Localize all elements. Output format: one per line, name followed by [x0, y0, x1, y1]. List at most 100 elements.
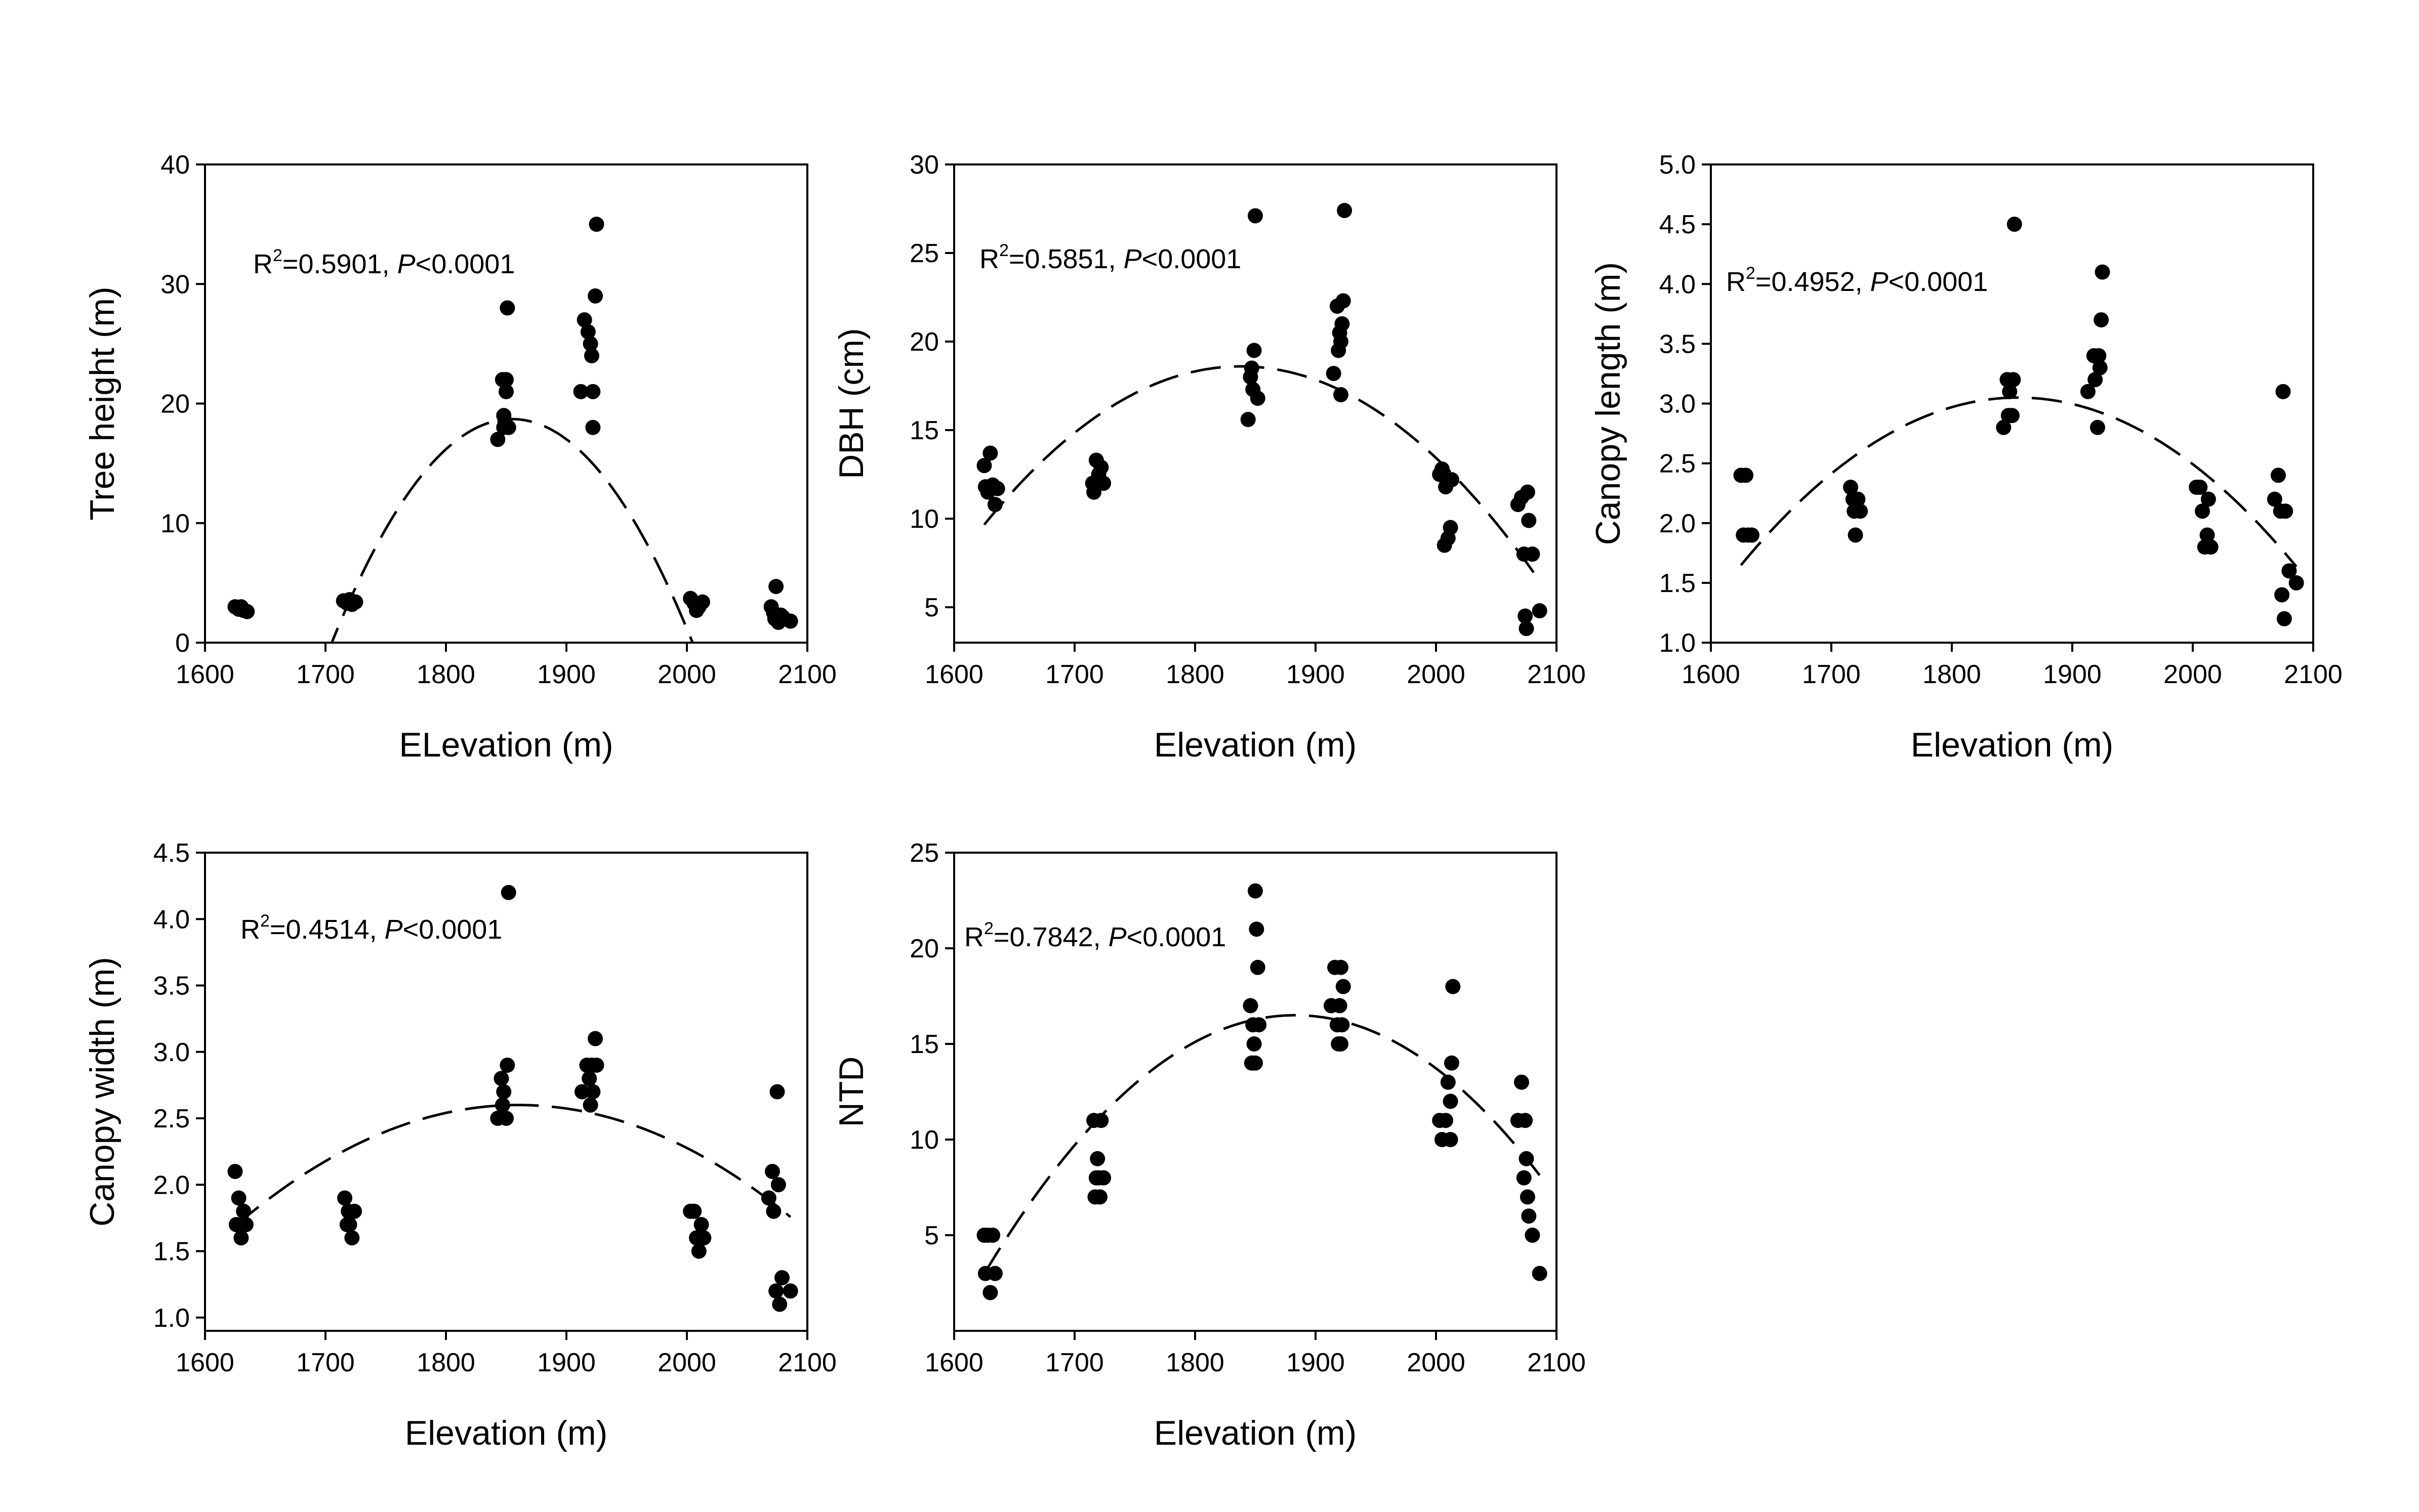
data-point	[495, 1097, 510, 1113]
data-point	[1244, 360, 1259, 376]
data-point	[1532, 1266, 1547, 1281]
data-point	[2203, 539, 2219, 555]
r-superscript: 2	[999, 241, 1009, 260]
data-point	[768, 578, 784, 594]
data-point	[693, 1217, 709, 1232]
data-point	[1519, 621, 1534, 636]
data-point	[2195, 503, 2210, 519]
data-point	[588, 1031, 603, 1046]
x-tick-label: 2000	[658, 660, 716, 689]
y-tick-label: 5	[924, 1221, 939, 1250]
y-tick-label: 4.0	[1659, 270, 1696, 299]
y-tick-label: 40	[160, 150, 190, 180]
data-point	[1444, 1055, 1459, 1071]
p-value: <0.0001	[1142, 244, 1242, 274]
data-point	[2087, 372, 2103, 388]
y-tick-label: 30	[160, 270, 190, 299]
x-tick-label: 1900	[1286, 660, 1345, 689]
x-tick-label: 1700	[1045, 660, 1104, 689]
data-point	[1443, 1132, 1458, 1147]
y-tick-label: 15	[910, 1030, 939, 1059]
data-point	[1096, 476, 1112, 491]
data-point	[1850, 491, 1866, 507]
data-point	[574, 1084, 590, 1100]
data-point	[1843, 479, 1859, 495]
r-squared-value: =0.5901,	[282, 249, 397, 279]
data-point	[2200, 491, 2216, 507]
data-point	[1090, 1151, 1105, 1166]
data-point	[1518, 1113, 1533, 1128]
data-point	[494, 1071, 509, 1086]
data-point	[585, 384, 601, 399]
x-tick-label: 1800	[417, 660, 475, 689]
y-tick-label: 1.0	[153, 1304, 190, 1333]
data-point	[227, 1164, 243, 1179]
chart-panel-5: 1600 1700 1800 1900 2000 2100 5 10 15 20 25 Elevati…	[832, 838, 1586, 1452]
data-point	[1335, 979, 1351, 994]
data-point	[2192, 479, 2208, 495]
fit-curve	[1740, 396, 2298, 568]
fit-curve	[234, 1104, 792, 1227]
data-point	[589, 217, 604, 232]
data-point	[2092, 360, 2108, 375]
data-point	[501, 885, 516, 900]
x-tick-label: 1700	[1802, 660, 1861, 689]
data-point	[1248, 208, 1263, 224]
data-point	[987, 497, 1003, 512]
y-tick-label: 30	[910, 150, 939, 180]
data-point	[1093, 1113, 1109, 1128]
y-tick-label: 3.5	[1659, 329, 1696, 359]
data-point	[582, 1071, 597, 1086]
data-point	[583, 1097, 598, 1113]
data-point	[1246, 343, 1262, 358]
data-point	[2091, 348, 2107, 363]
data-point	[2278, 503, 2293, 519]
x-tick-label: 2000	[1407, 1348, 1465, 1377]
x-tick-label: 2000	[658, 1348, 716, 1377]
data-point	[1092, 1189, 1108, 1205]
plot-frame	[1710, 163, 2314, 644]
data-point	[686, 1203, 702, 1219]
data-point	[1440, 1074, 1456, 1090]
y-axis-title: Tree height (m)	[83, 286, 121, 520]
data-point	[2095, 264, 2110, 280]
r-superscript: 2	[1746, 264, 1755, 283]
p-symbol: P	[1109, 922, 1127, 952]
data-point	[1520, 1189, 1535, 1205]
x-axis-title: Elevation (m)	[1154, 1414, 1357, 1452]
data-point	[1333, 959, 1348, 975]
x-tick-label: 1900	[2043, 660, 2102, 689]
data-point	[342, 1217, 357, 1232]
data-point	[1516, 1170, 1532, 1186]
data-point	[1250, 959, 1265, 975]
data-point	[1848, 527, 1863, 543]
data-point	[1438, 1113, 1454, 1128]
r-symbol: R	[964, 922, 984, 952]
chart-panel-2: 1600 1700 1800 1900 2000 2100 5 10 15 20 25 30 Eleva…	[832, 150, 1586, 764]
y-axis-title: NTD	[832, 1057, 871, 1127]
data-point	[233, 1230, 249, 1246]
data-point	[573, 384, 589, 399]
chart-panel-1: 1600 1700 1800 1900 2000 2100 0 10 20 30 40 ELevati…	[83, 150, 837, 764]
x-tick-label: 1800	[417, 1348, 475, 1377]
x-tick-label: 2100	[1527, 660, 1586, 689]
y-tick-label: 10	[160, 509, 190, 538]
data-point	[1443, 1094, 1458, 1109]
plot-frame	[953, 163, 1557, 644]
data-point	[1248, 883, 1263, 899]
plot-frame	[204, 852, 808, 1332]
y-tick-label: 2.0	[1659, 509, 1696, 538]
y-tick-label: 1.0	[1659, 628, 1696, 658]
data-point	[770, 1177, 786, 1193]
data-point	[976, 458, 992, 473]
data-point	[1093, 459, 1109, 475]
x-tick-label: 2100	[778, 1348, 837, 1377]
data-point	[1250, 391, 1265, 406]
data-point	[982, 445, 998, 461]
y-tick-label: 5	[924, 593, 939, 622]
p-symbol: P	[385, 914, 403, 945]
x-axis-title: ELevation (m)	[399, 726, 613, 764]
data-point	[783, 613, 798, 629]
y-tick-label: 2.5	[1659, 449, 1696, 479]
data-point	[985, 1228, 1001, 1243]
